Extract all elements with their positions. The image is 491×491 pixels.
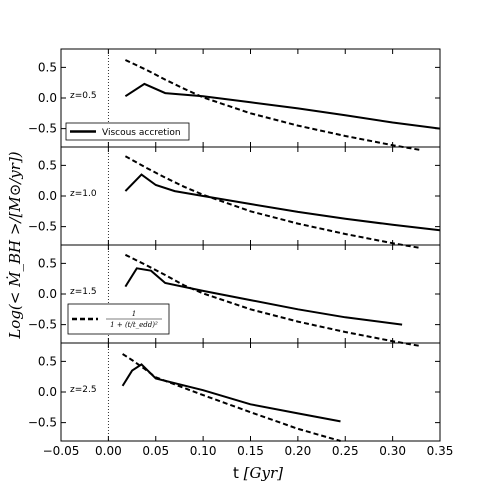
x-tick-label: 0.10 — [190, 444, 217, 458]
viscous-series-line — [121, 363, 341, 423]
x-axis-title-prefix: t — [233, 464, 239, 482]
x-tick-label: 0.35 — [427, 444, 454, 458]
legend-fraction-numerator: 1 — [132, 310, 136, 318]
panel-z-2-5: 0.5 0.0 −0.5 z=2.5 — [28, 342, 441, 442]
x-axis-title: t [Gyr] — [233, 464, 283, 482]
redshift-label: z=0.5 — [70, 91, 97, 101]
redshift-label: z=1.5 — [70, 287, 97, 297]
panel-frame — [60, 342, 441, 442]
y-tick-label: 0.0 — [38, 287, 57, 301]
y-tick-label: 0.0 — [38, 91, 57, 105]
panel-z-1-5: 0.5 0.0 −0.5 z=1.5 1 1 + (t/t_edd)² — [28, 244, 441, 348]
panel-frame — [60, 146, 441, 246]
y-tick-label: −0.5 — [28, 416, 57, 430]
y-tick-label: 0.0 — [38, 385, 57, 399]
redshift-label: z=2.5 — [70, 385, 97, 395]
panel-z-0-5: 0.5 0.0 −0.5 z=0.5 Viscous accretion — [28, 48, 441, 152]
y-tick-label: 0.5 — [38, 158, 57, 172]
x-tick-label: 0.00 — [95, 444, 122, 458]
legend-box — [65, 122, 190, 141]
y-tick-label: −0.5 — [28, 220, 57, 234]
legend-analytic: 1 1 + (t/t_edd)² — [67, 303, 170, 335]
x-tick-label: 0.20 — [285, 444, 312, 458]
y-tick-label: 0.0 — [38, 189, 57, 203]
x-axis-title-unit: [Gyr] — [244, 464, 283, 482]
y-tick-label: −0.5 — [28, 318, 57, 332]
y-axis-title: Log(< Ṁ_BH >/[M⊙/yr]) — [6, 151, 24, 339]
x-axis: −0.05 0.00 0.05 0.10 0.15 0.20 0.25 0.30 0.35 — [43, 444, 454, 458]
viscous-series-line — [124, 82, 441, 130]
analytic-series-line — [124, 253, 422, 348]
analytic-series-line — [124, 155, 422, 250]
viscous-series-line — [124, 267, 403, 326]
viscous-series-line — [124, 173, 441, 232]
x-tick-label: −0.05 — [43, 444, 80, 458]
legend-viscous: Viscous accretion — [65, 122, 190, 141]
y-tick-label: 0.5 — [38, 354, 57, 368]
y-tick-label: −0.5 — [28, 122, 57, 136]
y-tick-label: 0.5 — [38, 60, 57, 74]
x-tick-label: 0.15 — [237, 444, 264, 458]
x-tick-label: 0.25 — [332, 444, 359, 458]
redshift-label: z=1.0 — [70, 189, 97, 199]
panel-z-1-0: 0.5 0.0 −0.5 z=1.0 — [28, 146, 441, 250]
legend-fraction-denominator: 1 + (t/t_edd)² — [110, 321, 158, 329]
analytic-series-line — [122, 353, 341, 442]
analytic-series-line — [124, 59, 422, 152]
y-tick-label: 0.5 — [38, 256, 57, 270]
x-tick-label: 0.30 — [379, 444, 406, 458]
panels-group: 0.5 0.0 −0.5 z=0.5 Viscous accretion 0.5 0.0 −0… — [28, 48, 441, 442]
x-tick-label: 0.05 — [142, 444, 169, 458]
legend-viscous-label: Viscous accretion — [102, 128, 181, 138]
